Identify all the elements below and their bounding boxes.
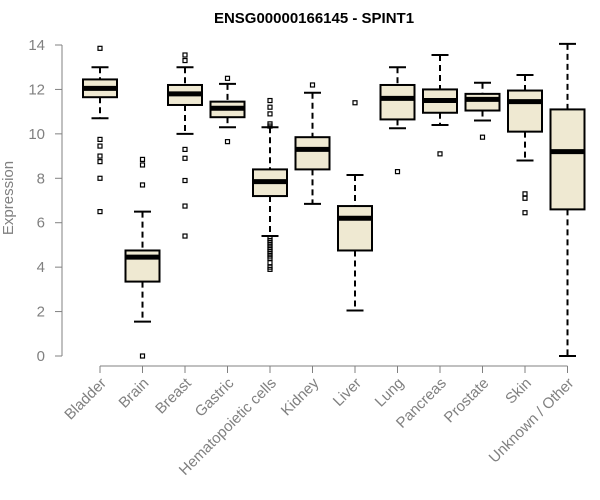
- outlier-point: [394, 169, 401, 175]
- outlier-point: [182, 203, 188, 209]
- outlier-point: [267, 266, 273, 272]
- outlier-point: [479, 134, 486, 140]
- y-tick-label-7: 14: [28, 37, 45, 54]
- outlier-point: [97, 175, 103, 181]
- box-10: [507, 73, 543, 216]
- outlier-point: [224, 75, 231, 81]
- x-tick-label-1: Brain: [116, 375, 153, 412]
- outlier-point: [352, 100, 358, 106]
- chart-title: ENSG00000166145 - SPINT1: [214, 10, 414, 27]
- box-iqr: [549, 108, 586, 211]
- y-tick-label-3: 6: [37, 215, 45, 232]
- x-tick-label-7: Lung: [372, 375, 408, 411]
- outlier-point: [97, 153, 103, 159]
- box-0: [82, 45, 118, 215]
- outlier-point: [224, 139, 231, 145]
- x-tick-label-5: Kidney: [278, 374, 323, 419]
- outlier-point: [267, 97, 273, 104]
- outlier-point: [522, 210, 528, 216]
- x-tick-label-0: Bladder: [61, 375, 110, 424]
- outlier-point: [267, 123, 273, 129]
- outlier-point: [267, 104, 273, 110]
- y-tick-label-2: 4: [37, 259, 45, 276]
- x-tick-label-9: Prostate: [441, 375, 493, 427]
- outlier-point: [182, 233, 188, 239]
- outlier-point: [522, 191, 528, 197]
- outlier-point: [97, 143, 103, 149]
- outlier-point: [182, 57, 188, 64]
- x-tick-label-2: Breast: [152, 374, 195, 417]
- box-8: [422, 53, 458, 157]
- box-5: [294, 82, 331, 205]
- box-iqr: [507, 89, 543, 133]
- box-iqr: [464, 92, 501, 112]
- box-2: [167, 52, 203, 239]
- boxes-group: [82, 42, 586, 359]
- outlier-point: [97, 45, 103, 51]
- box-1: [124, 156, 161, 359]
- y-axis: 0 2 4 6 8 10 12 14: [28, 37, 63, 365]
- outlier-point: [139, 182, 146, 188]
- outlier-point: [139, 156, 146, 163]
- outlier-point: [97, 209, 103, 215]
- outlier-point: [97, 159, 103, 165]
- y-tick-label-1: 2: [37, 304, 45, 321]
- x-tick-label-10: Skin: [502, 375, 535, 408]
- y-tick-label-0: 0: [37, 348, 45, 365]
- y-tick-label-6: 12: [28, 81, 45, 98]
- box-iqr: [337, 205, 373, 252]
- box-6: [337, 100, 373, 312]
- outlier-point: [139, 162, 146, 168]
- outlier-point: [139, 353, 146, 359]
- y-axis-label: Expression: [0, 161, 17, 235]
- box-3: [209, 75, 246, 145]
- outlier-point: [182, 146, 188, 153]
- outlier-point: [522, 195, 528, 201]
- outlier-point: [267, 111, 273, 117]
- outlier-point: [182, 177, 188, 184]
- box-9: [464, 81, 501, 140]
- box-7: [379, 66, 416, 175]
- outlier-point: [437, 151, 443, 157]
- outlier-point: [267, 260, 273, 266]
- box-iqr: [294, 136, 331, 171]
- outlier-point: [309, 82, 316, 88]
- y-tick-label-5: 10: [28, 126, 45, 143]
- x-tick-label-6: Liver: [330, 375, 365, 410]
- outlier-point: [182, 155, 188, 161]
- outlier-point: [182, 52, 188, 58]
- y-tick-label-4: 8: [37, 170, 45, 187]
- box-iqr: [379, 83, 416, 121]
- outlier-point: [97, 136, 103, 143]
- box-4: [252, 97, 288, 272]
- box-11: [549, 42, 586, 357]
